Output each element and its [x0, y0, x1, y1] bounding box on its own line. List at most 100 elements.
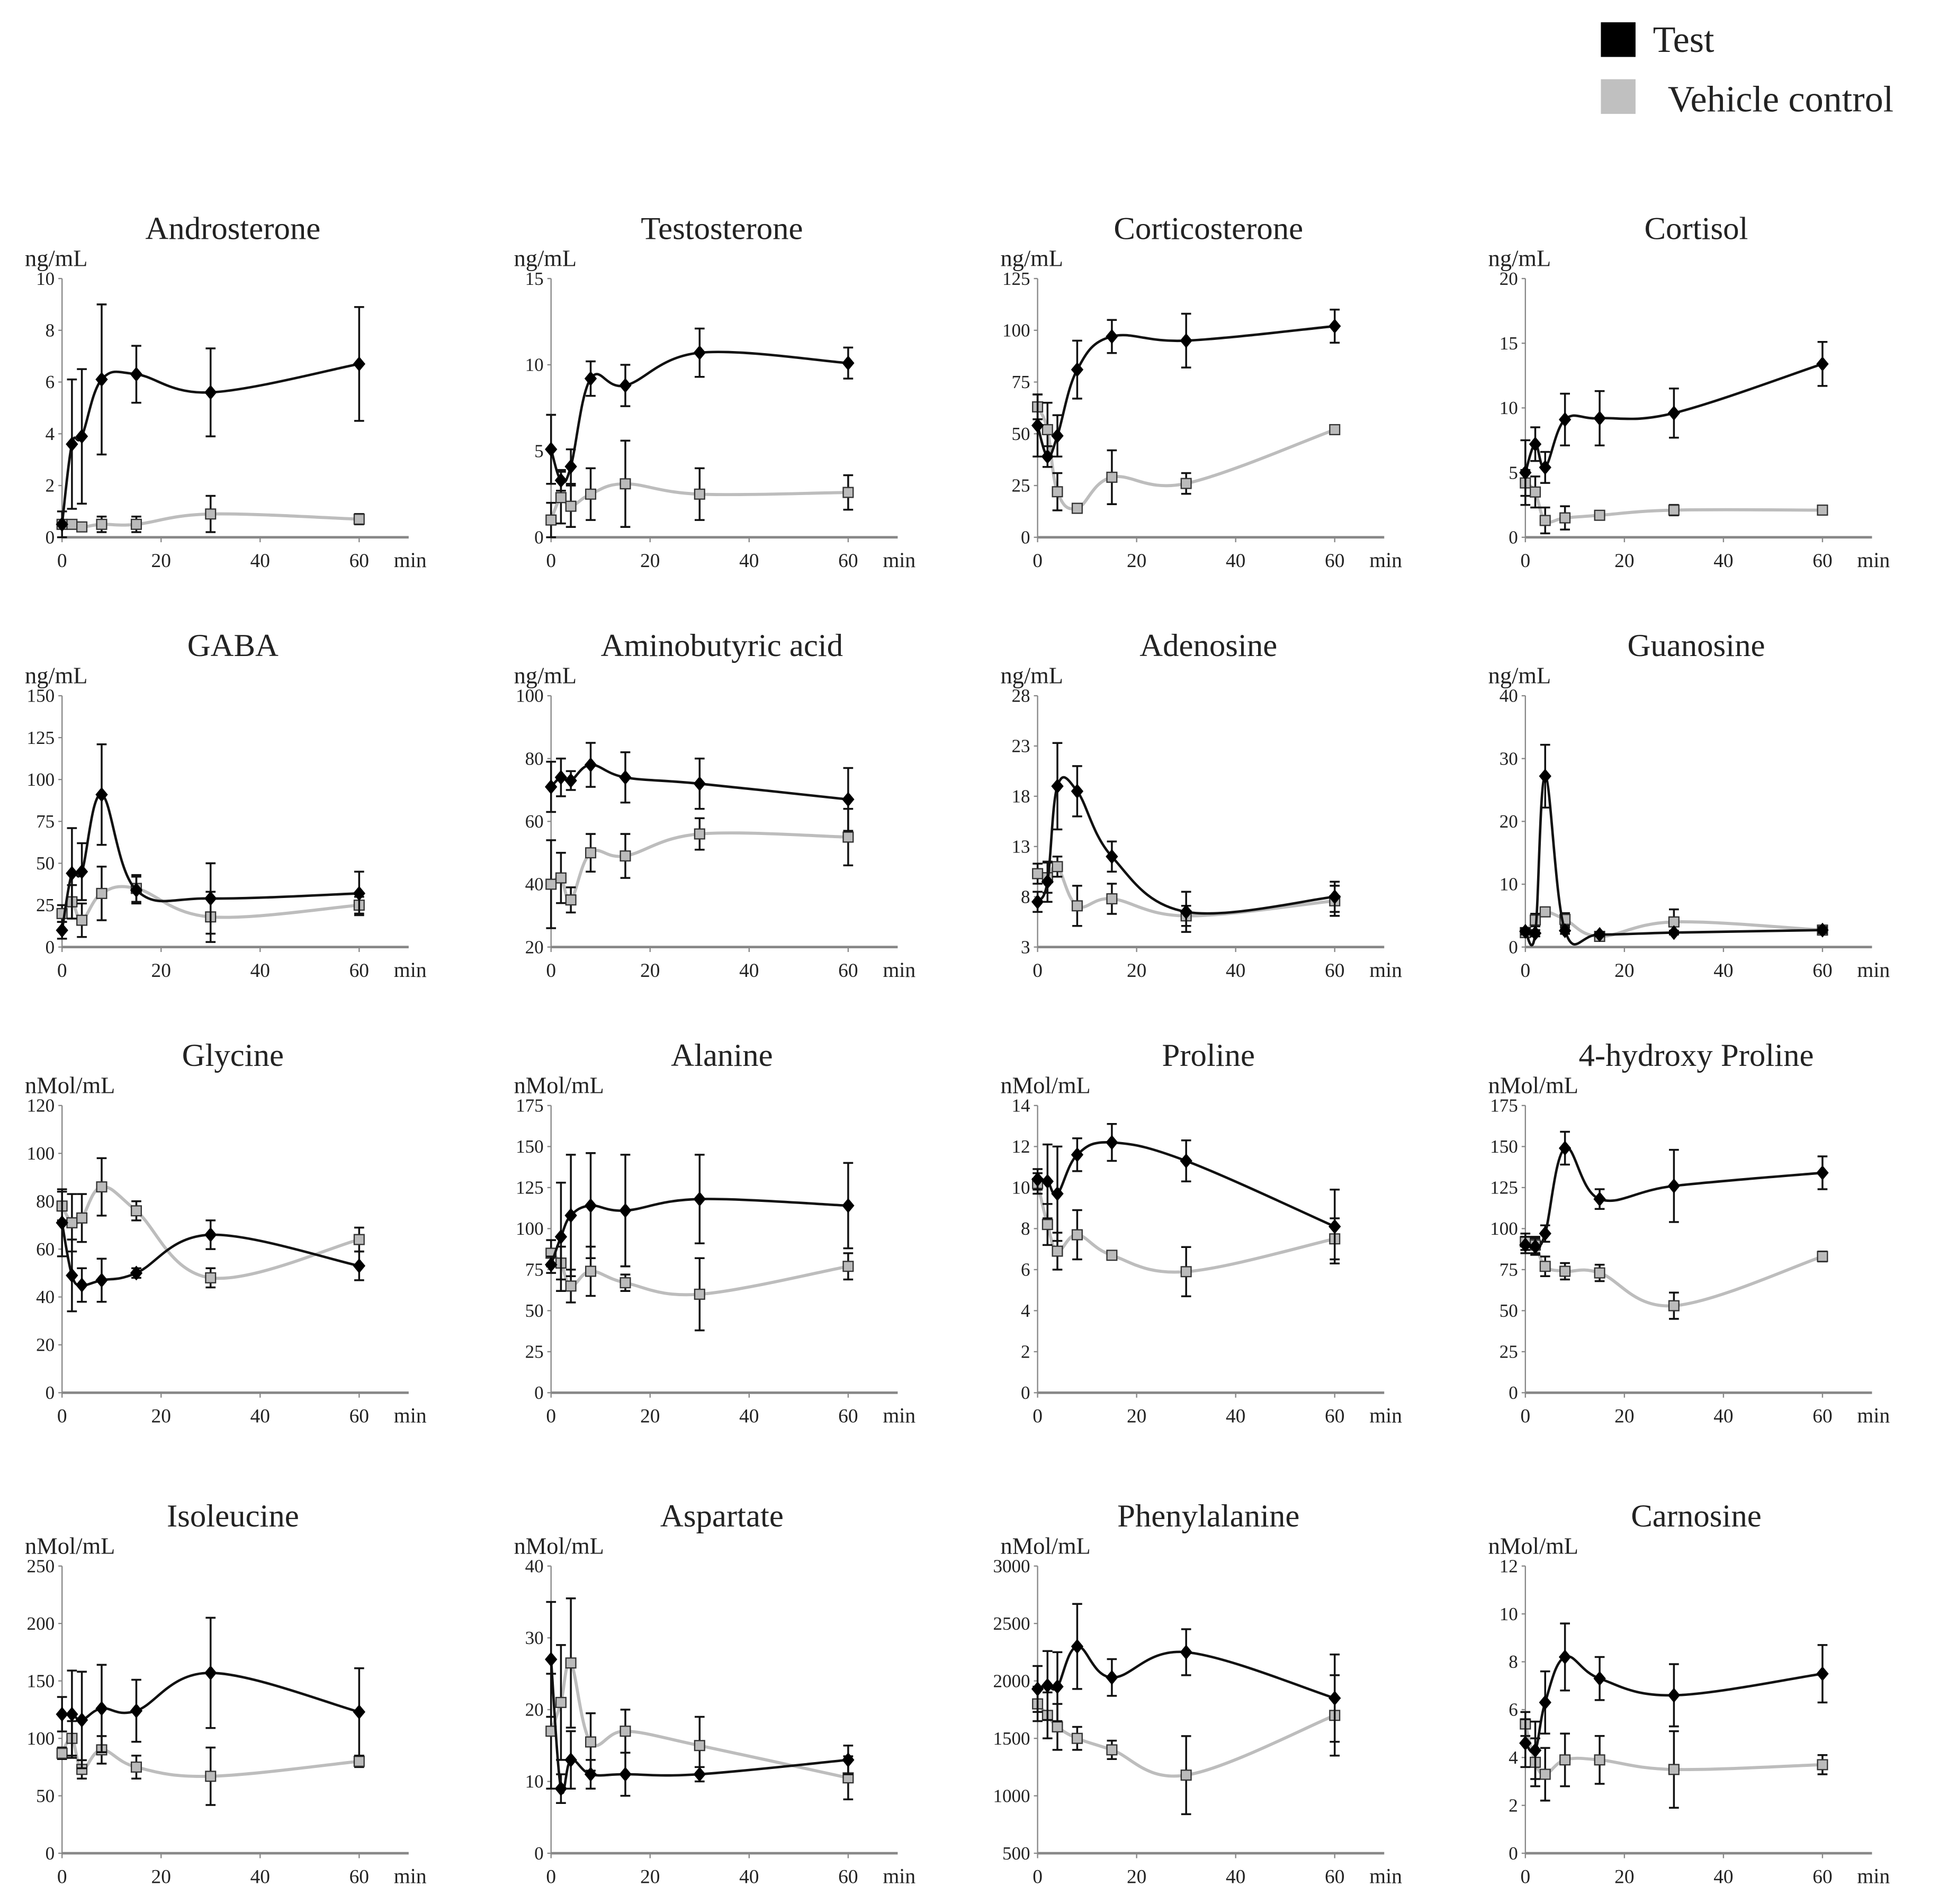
y-tick-label: 100 [27, 1728, 55, 1749]
x-tick-label: 40 [739, 550, 759, 572]
x-tick-label: 0 [1033, 960, 1043, 982]
data-point-vehicle [1106, 893, 1118, 905]
y-tick-label: 14 [1012, 1095, 1030, 1116]
data-point-test [95, 1272, 108, 1288]
x-tick-label: 60 [838, 550, 858, 572]
x-tick-label: 60 [838, 1405, 858, 1427]
y-tick-label: 60 [525, 811, 544, 832]
panel-title: Corticosterone [1114, 211, 1303, 246]
x-tick-label: 60 [349, 1405, 369, 1427]
y-tick-label: 20 [525, 937, 544, 957]
data-point-test [564, 1752, 577, 1767]
data-point-vehicle [66, 1217, 78, 1228]
y-unit-label: nMol/mL [1000, 1532, 1090, 1559]
y-tick-label: 40 [525, 874, 544, 895]
data-point-vehicle [1668, 1300, 1680, 1312]
series-vehicle-control [56, 495, 365, 533]
data-point-vehicle [585, 847, 597, 859]
data-point-vehicle [1106, 471, 1118, 483]
x-tick-label: 0 [57, 960, 67, 982]
series-line [1036, 776, 1335, 915]
data-point-test [1041, 1174, 1054, 1189]
panel-title: Androsterone [145, 211, 320, 246]
x-tick-label: 20 [1614, 550, 1634, 572]
y-tick-label: 40 [525, 1556, 544, 1576]
x-tick-label: 40 [250, 1866, 270, 1888]
x-axis-label: min [394, 1864, 427, 1888]
data-point-test [1519, 465, 1532, 480]
panel-title: Glycine [182, 1038, 284, 1073]
y-tick-label: 150 [27, 686, 55, 706]
data-point-test [204, 891, 217, 906]
y-tick-label: 0 [1509, 937, 1518, 957]
data-point-test [619, 1766, 632, 1782]
x-axis-label: min [1369, 958, 1402, 982]
x-axis-label: min [1369, 1864, 1402, 1888]
data-point-test [584, 371, 597, 387]
data-point-vehicle [1042, 424, 1053, 435]
y-tick-label: 12 [1500, 1556, 1518, 1576]
data-point-test [66, 436, 78, 452]
panel-testosterone: Testosterone ng/mL 0 5 10 15 0 20 40 60 min [514, 211, 916, 572]
data-point-test [1328, 1691, 1341, 1706]
y-tick-label: 2 [46, 475, 55, 496]
y-tick-label: 10 [1500, 398, 1518, 418]
series-test [1519, 341, 1829, 506]
panel-title: 4-hydroxy Proline [1578, 1038, 1814, 1073]
panel-alanine: Alanine nMol/mL 0 25 50 75 100 125 150 175 0 20 40 60… [514, 1038, 916, 1427]
y-tick-label: 50 [36, 853, 55, 874]
data-point-test [95, 1701, 108, 1716]
data-point-test [75, 1277, 88, 1292]
y-tick-label: 100 [516, 686, 544, 706]
data-point-test [1071, 1147, 1084, 1162]
y-unit-label: ng/mL [25, 662, 87, 689]
y-unit-label: nMol/mL [25, 1072, 115, 1099]
data-point-test [353, 356, 366, 372]
data-point-test [1031, 1681, 1044, 1696]
data-point-test [130, 366, 143, 382]
y-tick-label: 0 [46, 1843, 55, 1864]
x-tick-label: 0 [546, 1866, 556, 1888]
x-tick-label: 40 [739, 960, 759, 982]
x-tick-label: 60 [1812, 1405, 1832, 1427]
x-tick-label: 0 [546, 550, 556, 572]
series-test [1519, 1130, 1829, 1256]
data-point-vehicle [1071, 900, 1083, 912]
data-point-vehicle [1594, 1754, 1605, 1766]
y-unit-label: nMol/mL [1488, 1072, 1578, 1099]
y-tick-label: 15 [525, 268, 544, 289]
data-point-test [564, 773, 577, 788]
y-tick-label: 1000 [993, 1785, 1030, 1806]
panel-glycine: Glycine nMol/mL 0 20 40 60 80 100 120 0 20 40 60 min [25, 1038, 427, 1427]
x-axis-label: min [1857, 1404, 1890, 1427]
series-vehicle-control [1032, 1172, 1341, 1298]
y-tick-label: 20 [525, 1700, 544, 1720]
x-tick-label: 60 [1812, 960, 1832, 982]
series-test [545, 327, 855, 492]
data-point-vehicle [1106, 1250, 1118, 1261]
y-tick-label: 150 [1490, 1136, 1518, 1157]
y-tick-label: 18 [1012, 786, 1030, 807]
data-point-test [1180, 1153, 1192, 1169]
x-tick-label: 0 [57, 550, 67, 572]
data-point-test [842, 1198, 855, 1214]
series-line [1524, 775, 1823, 947]
data-point-vehicle [1539, 515, 1551, 526]
data-point-vehicle [1042, 1219, 1053, 1231]
data-point-test [66, 866, 78, 881]
x-tick-label: 0 [1033, 1405, 1043, 1427]
panel-title: Carnosine [1631, 1498, 1761, 1534]
y-tick-label: 2 [1021, 1342, 1030, 1362]
x-tick-label: 60 [1325, 1866, 1344, 1888]
y-tick-label: 2 [1509, 1795, 1518, 1816]
panel-cortisol: Cortisol ng/mL 0 5 10 15 20 0 20 40 60 min [1488, 211, 1890, 572]
series-test [1031, 1603, 1341, 1743]
data-point-test [66, 1707, 78, 1722]
data-point-vehicle [76, 914, 88, 926]
panel-title: Aminobutyric acid [601, 628, 843, 663]
x-tick-label: 60 [838, 960, 858, 982]
y-tick-label: 150 [27, 1671, 55, 1691]
data-point-vehicle [565, 1280, 577, 1292]
y-tick-label: 8 [1509, 1651, 1518, 1672]
data-point-test [1593, 410, 1606, 426]
